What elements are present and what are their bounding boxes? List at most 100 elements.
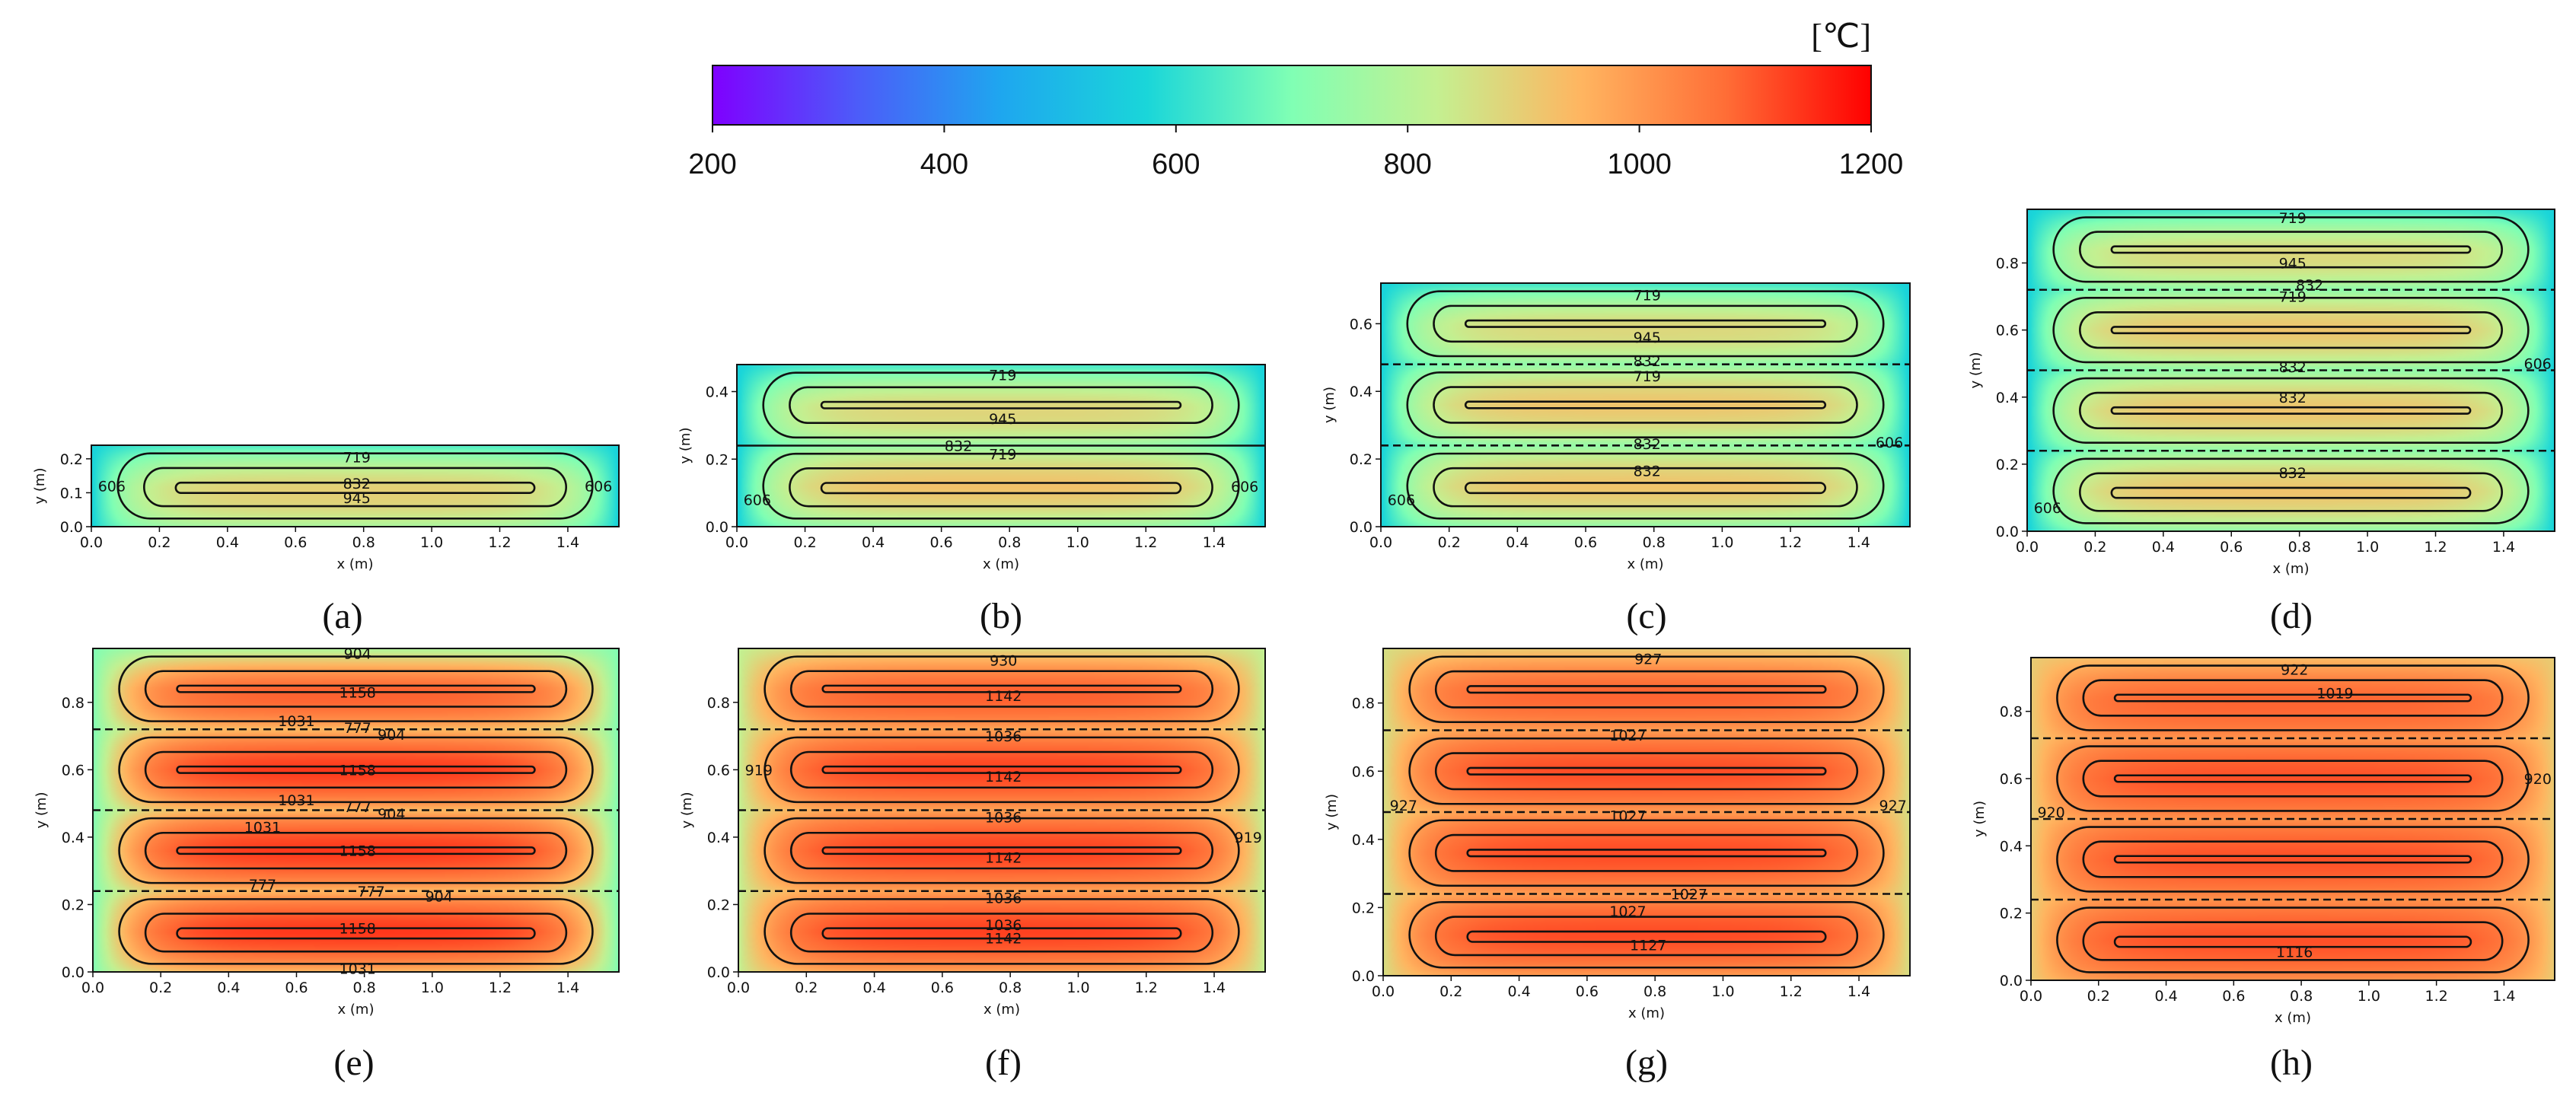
contour-label: 1142 bbox=[985, 931, 1022, 948]
contour-label: 1027 bbox=[1609, 728, 1646, 744]
x-tick-label: 0.6 bbox=[285, 980, 308, 996]
y-tick-label: 0.2 bbox=[1352, 900, 1375, 916]
contour-line bbox=[762, 371, 1240, 439]
contour-label: 777 bbox=[344, 720, 371, 737]
contour-line bbox=[176, 684, 536, 693]
y-tick-label: 0.6 bbox=[707, 762, 730, 779]
y-axis-label: y (m) bbox=[33, 792, 49, 829]
contour-line bbox=[1464, 400, 1827, 409]
y-tick-label: 0.2 bbox=[706, 451, 728, 468]
contour-label: 927 bbox=[1634, 651, 1662, 667]
panel-b: 719 945 832 719 606 606 0.0 0.2 0.4 0.6 0.8 1.0 1.2 1… bbox=[677, 364, 1266, 636]
x-tick-label: 1.4 bbox=[556, 980, 579, 996]
colorbar-tick-label: 400 bbox=[920, 148, 968, 180]
panel-caption: (a) bbox=[322, 596, 362, 636]
y-tick-label: 0.4 bbox=[1352, 832, 1375, 849]
contour-line bbox=[1464, 319, 1827, 328]
contour-line bbox=[2079, 231, 2504, 269]
contour-label: 1027 bbox=[1671, 887, 1707, 903]
temperature-field bbox=[91, 445, 619, 527]
x-tick-label: 1.0 bbox=[1066, 980, 1089, 996]
x-tick-label: 1.0 bbox=[1710, 534, 1733, 551]
contour-label: 904 bbox=[426, 888, 453, 905]
contour-line bbox=[118, 817, 594, 884]
x-tick-label: 0.8 bbox=[998, 534, 1021, 551]
contour-line bbox=[1433, 386, 1858, 424]
contour-label: 1158 bbox=[340, 843, 376, 860]
contour-label: 606 bbox=[1231, 479, 1258, 495]
x-tick-label: 0.2 bbox=[2083, 539, 2106, 556]
panel-caption: (b) bbox=[980, 596, 1022, 636]
contour-line bbox=[2110, 406, 2472, 415]
contour-line bbox=[1434, 752, 1859, 791]
contour-line bbox=[789, 831, 1214, 870]
contour-label: 606 bbox=[2034, 500, 2061, 517]
y-axis-label: y (m) bbox=[677, 428, 693, 464]
contour-line bbox=[174, 481, 536, 495]
x-tick-label: 1.0 bbox=[421, 980, 444, 996]
x-axis-label: x (m) bbox=[983, 556, 1019, 572]
x-tick-label: 0.4 bbox=[2154, 988, 2177, 1005]
contour-line bbox=[2056, 664, 2530, 731]
contour-line bbox=[2079, 472, 2504, 512]
contour-line bbox=[2056, 826, 2530, 893]
x-tick-label: 1.4 bbox=[1848, 534, 1870, 551]
contour-line bbox=[1466, 930, 1827, 943]
panel-e: 904 1158 1031 777 904 1158 1031 777 904 1031 1158 7… bbox=[33, 646, 620, 1083]
axes-frame bbox=[2026, 209, 2555, 532]
x-tick-label: 0.0 bbox=[2016, 539, 2039, 556]
contour-label: 1142 bbox=[985, 769, 1022, 785]
y-tick-label: 0.2 bbox=[1350, 451, 1372, 468]
axes-frame bbox=[738, 648, 1266, 973]
x-tick-label: 0.0 bbox=[1369, 534, 1392, 551]
contour-line bbox=[764, 898, 1240, 965]
y-tick-label: 0.0 bbox=[706, 519, 728, 536]
x-tick-label: 1.2 bbox=[1779, 534, 1802, 551]
colorbar-tick-label: 1200 bbox=[1839, 148, 1904, 180]
contour-line bbox=[820, 400, 1182, 409]
contour-line bbox=[2113, 693, 2472, 702]
contour-line bbox=[821, 846, 1182, 855]
contour-label: 1027 bbox=[1609, 903, 1646, 920]
y-tick-label: 0.0 bbox=[2000, 973, 2023, 989]
contour-line bbox=[764, 736, 1240, 804]
contour-line bbox=[1464, 482, 1827, 495]
y-tick-label: 0.4 bbox=[706, 384, 728, 401]
contour-label: 919 bbox=[1235, 830, 1262, 846]
contour-line bbox=[2113, 855, 2472, 864]
y-tick-label: 0.2 bbox=[60, 451, 83, 468]
y-axis-label: y (m) bbox=[1968, 352, 1984, 389]
x-tick-label: 1.0 bbox=[1066, 534, 1089, 551]
contour-line bbox=[176, 846, 536, 855]
y-tick-label: 0.6 bbox=[1352, 763, 1375, 780]
contour-label: 606 bbox=[1876, 435, 1903, 451]
contour-line bbox=[2110, 245, 2472, 254]
y-tick-label: 0.8 bbox=[1996, 256, 2019, 272]
contour-line bbox=[821, 927, 1182, 940]
contour-label: 1031 bbox=[340, 961, 376, 978]
x-tick-label: 0.4 bbox=[1506, 534, 1529, 551]
contour-label: 777 bbox=[344, 799, 371, 816]
contour-line bbox=[1433, 467, 1858, 508]
contour-label: 832 bbox=[343, 476, 371, 492]
x-tick-label: 0.8 bbox=[2288, 539, 2311, 556]
y-tick-label: 0.6 bbox=[1996, 323, 2019, 339]
x-tick-label: 1.2 bbox=[489, 980, 512, 996]
contour-label: 1036 bbox=[985, 728, 1022, 745]
contour-line bbox=[2052, 216, 2530, 283]
y-axis-label: y (m) bbox=[1321, 387, 1337, 423]
axes-frame bbox=[2030, 657, 2555, 981]
contour-line bbox=[2082, 760, 2504, 798]
x-tick-label: 0.8 bbox=[999, 980, 1022, 996]
x-tick-label: 0.4 bbox=[216, 534, 239, 551]
contour-label: 920 bbox=[2037, 804, 2064, 821]
y-tick-label: 0.2 bbox=[707, 897, 730, 913]
y-tick-label: 0.8 bbox=[1352, 696, 1375, 712]
x-tick-label: 1.4 bbox=[2492, 539, 2515, 556]
contour-label: 1027 bbox=[1609, 808, 1646, 824]
contour-label: 719 bbox=[989, 447, 1016, 464]
x-tick-label: 0.2 bbox=[795, 980, 818, 996]
contour-line bbox=[820, 482, 1182, 495]
contour-line bbox=[144, 913, 568, 953]
